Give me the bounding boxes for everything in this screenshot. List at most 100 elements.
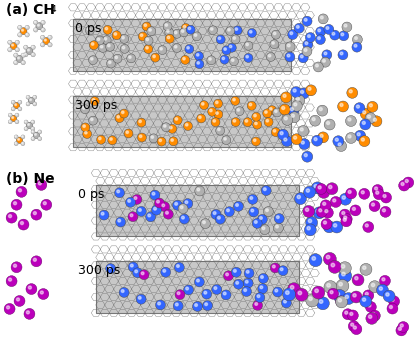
Circle shape bbox=[24, 52, 28, 57]
Circle shape bbox=[367, 115, 371, 118]
Circle shape bbox=[314, 185, 317, 188]
Circle shape bbox=[231, 118, 240, 127]
Circle shape bbox=[99, 137, 101, 140]
Circle shape bbox=[280, 268, 283, 271]
Circle shape bbox=[361, 191, 364, 194]
Circle shape bbox=[343, 293, 354, 305]
Circle shape bbox=[294, 95, 305, 106]
Circle shape bbox=[255, 293, 265, 303]
Circle shape bbox=[106, 42, 114, 51]
Circle shape bbox=[210, 109, 212, 112]
Bar bbox=[96, 261, 299, 313]
Circle shape bbox=[374, 118, 376, 121]
Circle shape bbox=[282, 107, 285, 110]
Circle shape bbox=[187, 46, 189, 49]
Circle shape bbox=[149, 134, 158, 143]
Circle shape bbox=[11, 107, 15, 111]
Circle shape bbox=[246, 56, 248, 58]
Circle shape bbox=[315, 35, 325, 44]
Circle shape bbox=[278, 266, 288, 276]
Circle shape bbox=[16, 49, 17, 50]
Circle shape bbox=[167, 36, 170, 39]
Circle shape bbox=[376, 284, 389, 296]
Circle shape bbox=[32, 137, 33, 139]
Circle shape bbox=[113, 54, 122, 63]
Circle shape bbox=[216, 112, 218, 115]
Circle shape bbox=[10, 115, 17, 121]
Circle shape bbox=[247, 101, 256, 110]
Circle shape bbox=[35, 21, 36, 23]
Circle shape bbox=[258, 273, 268, 283]
Circle shape bbox=[119, 287, 129, 297]
Circle shape bbox=[303, 205, 314, 217]
Circle shape bbox=[27, 103, 28, 104]
Circle shape bbox=[320, 189, 324, 193]
Circle shape bbox=[301, 141, 305, 144]
Circle shape bbox=[270, 108, 272, 110]
Circle shape bbox=[24, 120, 28, 124]
Bar bbox=[73, 19, 291, 71]
Circle shape bbox=[244, 41, 253, 50]
Circle shape bbox=[139, 209, 141, 211]
Circle shape bbox=[130, 214, 133, 217]
Circle shape bbox=[146, 212, 156, 222]
Circle shape bbox=[175, 202, 178, 205]
Circle shape bbox=[220, 55, 229, 64]
Circle shape bbox=[234, 279, 243, 289]
Circle shape bbox=[117, 116, 119, 118]
Bar bbox=[73, 96, 291, 147]
Circle shape bbox=[24, 127, 28, 131]
Circle shape bbox=[330, 30, 340, 40]
Circle shape bbox=[106, 59, 116, 68]
Circle shape bbox=[266, 209, 268, 212]
Circle shape bbox=[318, 29, 321, 32]
Circle shape bbox=[244, 289, 247, 291]
Circle shape bbox=[252, 112, 261, 121]
Circle shape bbox=[124, 129, 133, 138]
Circle shape bbox=[283, 288, 296, 301]
Circle shape bbox=[353, 294, 356, 297]
Circle shape bbox=[17, 298, 20, 301]
Circle shape bbox=[327, 283, 330, 287]
Circle shape bbox=[26, 122, 32, 128]
Circle shape bbox=[229, 45, 232, 48]
Circle shape bbox=[277, 129, 289, 140]
Circle shape bbox=[316, 210, 319, 213]
Circle shape bbox=[252, 218, 262, 228]
Circle shape bbox=[362, 298, 366, 301]
Circle shape bbox=[213, 212, 216, 214]
Circle shape bbox=[92, 43, 94, 45]
Circle shape bbox=[260, 217, 262, 219]
Circle shape bbox=[249, 103, 252, 106]
Circle shape bbox=[186, 124, 188, 126]
Circle shape bbox=[318, 186, 321, 189]
Circle shape bbox=[337, 101, 349, 112]
Circle shape bbox=[333, 289, 346, 302]
Circle shape bbox=[331, 221, 343, 233]
Circle shape bbox=[27, 49, 30, 51]
Circle shape bbox=[324, 24, 334, 34]
Circle shape bbox=[171, 139, 173, 141]
Circle shape bbox=[272, 30, 280, 39]
Circle shape bbox=[32, 53, 33, 55]
Circle shape bbox=[285, 42, 295, 52]
Circle shape bbox=[83, 125, 85, 127]
Circle shape bbox=[33, 258, 36, 261]
Circle shape bbox=[330, 196, 341, 208]
Circle shape bbox=[140, 34, 143, 36]
Circle shape bbox=[369, 104, 372, 107]
Circle shape bbox=[233, 201, 243, 211]
Circle shape bbox=[354, 103, 365, 113]
Circle shape bbox=[357, 105, 359, 108]
Circle shape bbox=[22, 54, 23, 55]
Circle shape bbox=[13, 102, 20, 109]
Circle shape bbox=[173, 43, 181, 52]
Circle shape bbox=[351, 323, 354, 326]
Bar bbox=[96, 185, 299, 237]
Circle shape bbox=[8, 113, 12, 117]
Circle shape bbox=[41, 20, 45, 25]
Circle shape bbox=[224, 138, 226, 140]
Circle shape bbox=[336, 279, 349, 293]
Circle shape bbox=[285, 291, 289, 294]
Circle shape bbox=[352, 274, 364, 286]
